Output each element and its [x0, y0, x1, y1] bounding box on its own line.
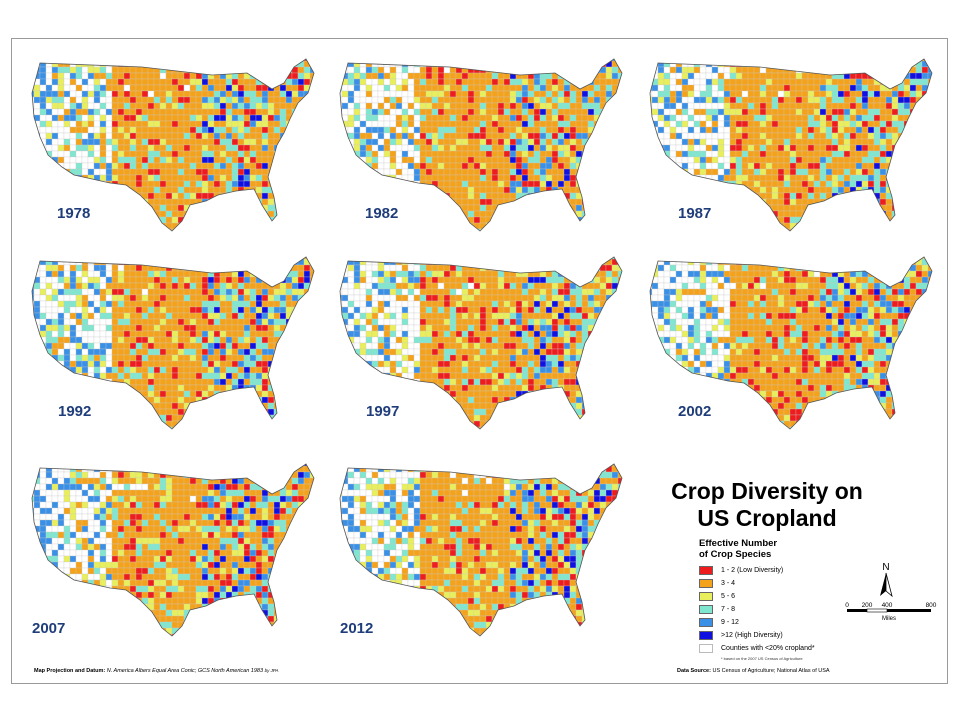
data-source-note: Data Source: US Census of Agriculture; N… [677, 668, 830, 674]
legend-swatch [699, 631, 713, 640]
legend-title-line-1: Effective Number [699, 538, 778, 549]
legend-swatch [699, 592, 713, 601]
us-outline [649, 256, 933, 430]
choropleth-map-2012 [339, 463, 623, 637]
legend-swatch [699, 644, 713, 653]
scale-bar: 0 200 400 800 Miles [843, 598, 943, 628]
figure-title: Crop Diversity on US Cropland [652, 478, 882, 532]
north-label: N [882, 562, 889, 573]
legend-footnote: * based on the 2007 US Census of Agricul… [721, 656, 803, 661]
choropleth-map-1978 [31, 58, 315, 232]
legend-label: 1 - 2 (Low Diversity) [721, 567, 784, 574]
projection-label: Map Projection and Datum: [34, 668, 106, 674]
map-panel-2002: 2002 [640, 243, 940, 448]
legend-swatch [699, 579, 713, 588]
legend-item-low-diversity: 1 - 2 (Low Diversity) [699, 565, 783, 576]
map-year-label: 1978 [57, 205, 91, 222]
legend-label: 5 - 6 [721, 593, 736, 600]
scale-tick-label: 400 [882, 602, 893, 609]
choropleth-map-1982 [339, 58, 623, 232]
choropleth-map-1987 [649, 58, 933, 232]
legend-item-7-8: 7 - 8 [699, 604, 735, 615]
map-credit: by JPA [264, 668, 279, 673]
projection-note: Map Projection and Datum: N. America Alb… [34, 668, 279, 674]
north-arrow-icon: N [876, 560, 896, 602]
legend-swatch [699, 566, 713, 575]
map-panel-1982: 1982 [330, 45, 630, 250]
scale-tick-label: 800 [926, 602, 937, 609]
county-cells [340, 464, 622, 636]
data-source-value: US Census of Agriculture; National Atlas… [712, 668, 830, 674]
title-line-2: US Cropland [697, 505, 837, 531]
legend-item-3-4: 3 - 4 [699, 578, 735, 589]
map-panel-1997: 1997 [330, 243, 630, 448]
legend-label: Counties with <20% cropland* [721, 645, 815, 652]
map-panel-2007: 2007 [22, 450, 322, 655]
legend-title: Effective Number of Crop Species [699, 538, 777, 560]
data-source-label: Data Source: [677, 668, 711, 674]
map-year-label: 1982 [365, 205, 399, 222]
map-year-label: 1987 [678, 205, 712, 222]
legend-item-9-12: 9 - 12 [699, 617, 739, 628]
choropleth-map-1992 [31, 256, 315, 430]
map-panel-1978: 1978 [22, 45, 322, 250]
us-outline [31, 256, 315, 430]
map-year-label: 1992 [58, 403, 92, 420]
legend-item-5-6: 5 - 6 [699, 591, 735, 602]
legend-swatch [699, 605, 713, 614]
map-year-label: 2007 [32, 620, 66, 637]
legend-label: >12 (High Diversity) [721, 632, 783, 639]
us-outline [31, 463, 315, 637]
scale-unit: Miles [882, 616, 896, 622]
legend-title-line-2: of Crop Species [699, 549, 772, 560]
legend-label: 9 - 12 [721, 619, 739, 626]
us-outline [339, 256, 623, 430]
choropleth-map-1997 [339, 256, 623, 430]
map-year-label: 2012 [340, 620, 374, 637]
us-outline [31, 58, 315, 232]
choropleth-map-2002 [649, 256, 933, 430]
map-year-label: 1997 [366, 403, 400, 420]
legend-item-high-diversity: >12 (High Diversity) [699, 630, 783, 641]
legend-swatch [699, 618, 713, 627]
projection-value: N. America Albers Equal Area Conic; GCS … [106, 668, 264, 674]
county-cells [32, 464, 314, 636]
legend-label: 3 - 4 [721, 580, 736, 587]
map-year-label: 2002 [678, 403, 712, 420]
choropleth-map-2007 [31, 463, 315, 637]
map-panel-1992: 1992 [22, 243, 322, 448]
legend-item-low-cropland: Counties with <20% cropland* [699, 643, 815, 654]
title-line-1: Crop Diversity on [671, 478, 863, 504]
map-panel-1987: 1987 [640, 45, 940, 250]
scale-tick-label: 200 [862, 602, 873, 609]
us-outline [649, 58, 933, 232]
scale-tick-label: 0 [845, 602, 849, 609]
map-panel-2012: 2012 [330, 450, 630, 655]
us-outline [339, 58, 623, 232]
us-outline [339, 463, 623, 637]
legend-label: 7 - 8 [721, 606, 736, 613]
